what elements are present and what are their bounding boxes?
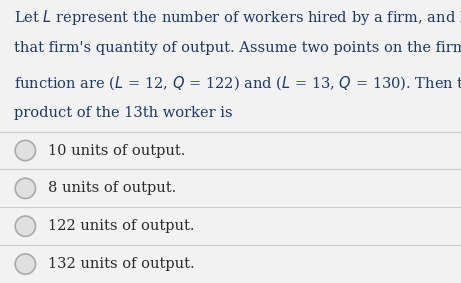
Ellipse shape xyxy=(15,140,35,161)
Ellipse shape xyxy=(15,216,35,236)
Text: Let $\mathit{L}$ represent the number of workers hired by a firm, and let $\math: Let $\mathit{L}$ represent the number of… xyxy=(14,8,461,27)
Text: function are ($\mathit{L}$ = 12, $\mathit{Q}$ = 122) and ($\mathit{L}$ = 13, $\m: function are ($\mathit{L}$ = 12, $\mathi… xyxy=(14,74,461,93)
Ellipse shape xyxy=(15,254,35,274)
Ellipse shape xyxy=(15,178,35,198)
Text: product of the 13th worker is: product of the 13th worker is xyxy=(14,106,232,120)
Text: that firm's quantity of output. Assume two points on the firm's production: that firm's quantity of output. Assume t… xyxy=(14,41,461,55)
Text: 132 units of output.: 132 units of output. xyxy=(48,257,195,271)
Text: 8 units of output.: 8 units of output. xyxy=(48,181,177,195)
Text: 10 units of output.: 10 units of output. xyxy=(48,143,186,158)
Text: 122 units of output.: 122 units of output. xyxy=(48,219,195,233)
